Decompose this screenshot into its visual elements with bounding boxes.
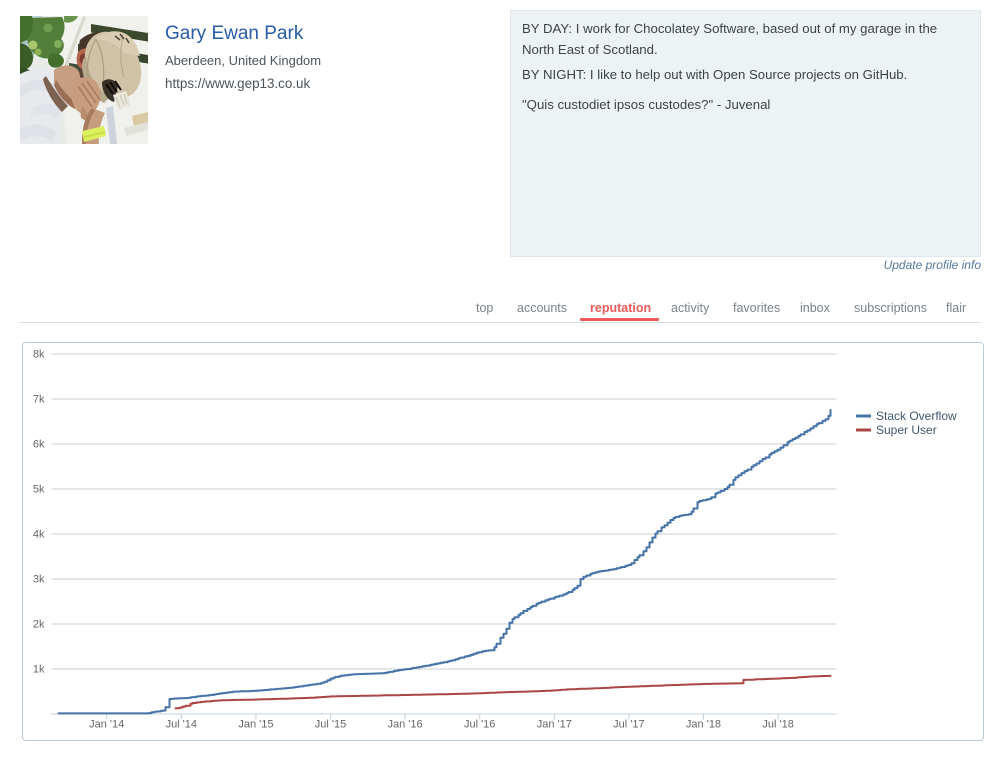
svg-text:Super User: Super User — [876, 423, 937, 437]
svg-text:Jul '16: Jul '16 — [463, 718, 494, 730]
svg-text:Jan '17: Jan '17 — [536, 718, 571, 730]
svg-text:Jul '14: Jul '14 — [165, 718, 196, 730]
svg-text:1k: 1k — [32, 663, 44, 675]
svg-text:Jul '17: Jul '17 — [613, 718, 644, 730]
svg-text:Jul '15: Jul '15 — [314, 718, 345, 730]
svg-text:5k: 5k — [32, 483, 44, 495]
svg-text:Stack Overflow: Stack Overflow — [876, 409, 957, 423]
svg-text:Jan '14: Jan '14 — [89, 718, 124, 730]
svg-text:Jan '16: Jan '16 — [387, 718, 422, 730]
svg-text:Jul '18: Jul '18 — [762, 718, 793, 730]
svg-text:2k: 2k — [32, 618, 44, 630]
svg-text:6k: 6k — [32, 438, 44, 450]
svg-text:Jan '15: Jan '15 — [238, 718, 273, 730]
svg-text:7k: 7k — [32, 393, 44, 405]
svg-text:Jan '18: Jan '18 — [685, 718, 720, 730]
svg-text:3k: 3k — [32, 573, 44, 585]
svg-text:4k: 4k — [32, 528, 44, 540]
svg-text:8k: 8k — [32, 348, 44, 360]
